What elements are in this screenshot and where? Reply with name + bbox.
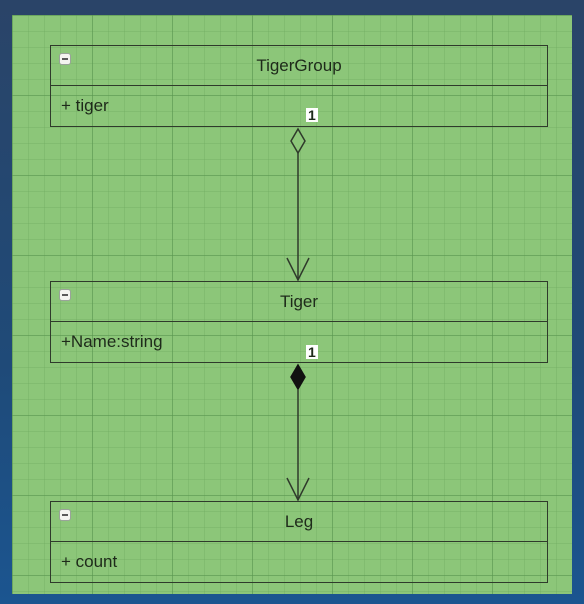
diagram-canvas: TigerGroup + tiger Tiger +Name:string Le… bbox=[12, 15, 572, 594]
class-name: Tiger bbox=[279, 291, 319, 311]
attribute: + tiger bbox=[61, 96, 109, 115]
class-tigergroup[interactable]: TigerGroup + tiger bbox=[50, 45, 548, 127]
attribute: +Name:string bbox=[61, 332, 163, 351]
class-header: Leg bbox=[51, 502, 547, 542]
aggregation-connector[interactable] bbox=[286, 127, 310, 282]
composition-diamond-icon bbox=[290, 363, 306, 391]
class-attributes: + tiger bbox=[51, 86, 547, 126]
multiplicity-label: 1 bbox=[306, 344, 318, 360]
class-attributes: +Name:string bbox=[51, 322, 547, 362]
class-tiger[interactable]: Tiger +Name:string bbox=[50, 281, 548, 363]
aggregation-diamond-icon bbox=[290, 127, 306, 155]
class-attributes: + count bbox=[51, 542, 547, 582]
multiplicity-label: 1 bbox=[306, 107, 318, 123]
collapse-toggle-icon[interactable] bbox=[59, 289, 71, 301]
collapse-toggle-icon[interactable] bbox=[59, 509, 71, 521]
collapse-toggle-icon[interactable] bbox=[59, 53, 71, 65]
arrowhead-icon bbox=[286, 257, 310, 282]
class-header: Tiger bbox=[51, 282, 547, 322]
attribute: + count bbox=[61, 552, 118, 571]
relation-connectors bbox=[286, 127, 310, 502]
class-header: TigerGroup bbox=[51, 46, 547, 86]
class-leg[interactable]: Leg + count bbox=[50, 501, 548, 583]
arrowhead-icon bbox=[286, 477, 310, 502]
composition-connector[interactable] bbox=[286, 363, 310, 502]
class-name: TigerGroup bbox=[256, 55, 342, 75]
class-name: Leg bbox=[284, 511, 314, 531]
